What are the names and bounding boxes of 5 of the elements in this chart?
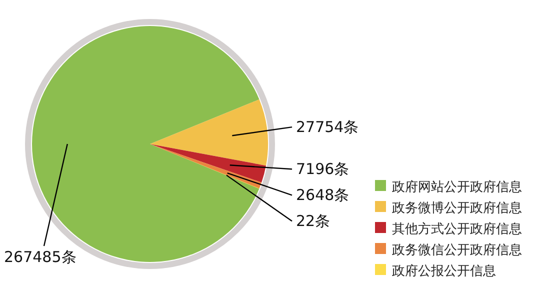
- legend-label: 其他方式公开政府信息: [392, 221, 522, 237]
- legend-label: 政务微信公开政府信息: [392, 242, 522, 258]
- legend-label: 政务微博公开政府信息: [392, 200, 522, 216]
- legend-label: 政府公报公开信息: [392, 263, 496, 279]
- legend-label: 政府网站公开政府信息: [392, 179, 522, 195]
